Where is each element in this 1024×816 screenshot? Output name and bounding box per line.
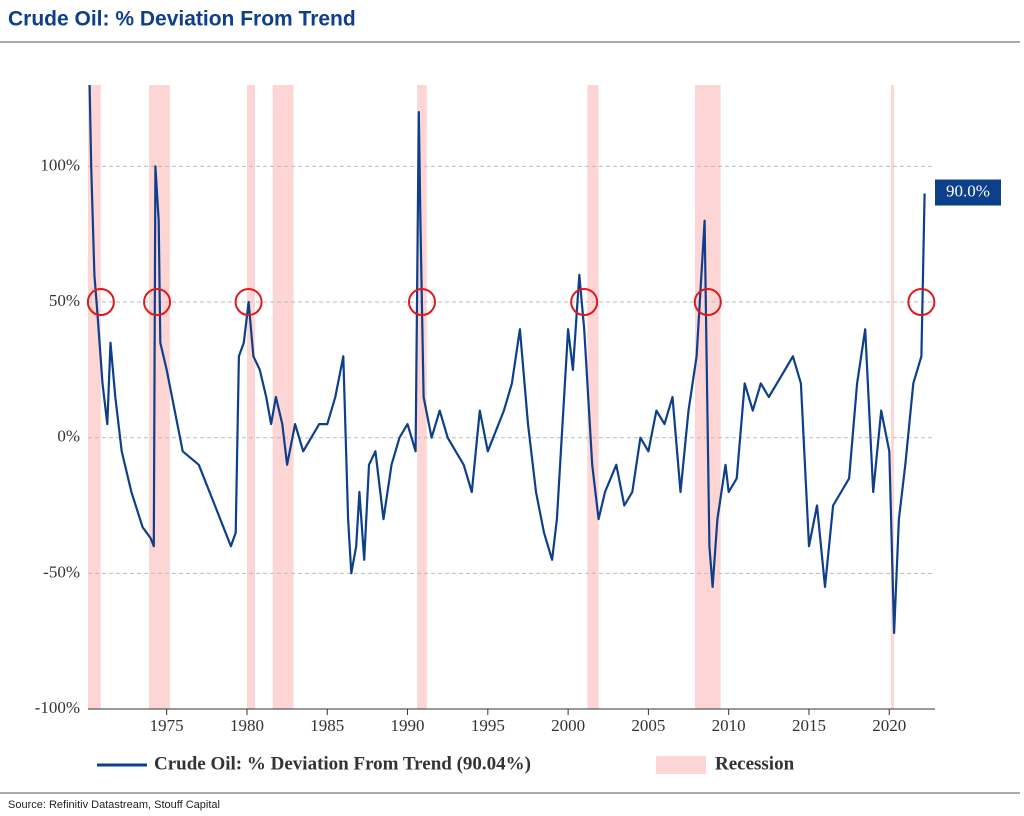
highlight-circle	[693, 288, 722, 317]
highlight-circle	[407, 288, 436, 317]
legend-label: Recession	[715, 753, 795, 774]
y-tick-label: 0%	[57, 427, 80, 446]
x-tick-label: 1975	[150, 716, 184, 735]
y-tick-label: -50%	[43, 562, 80, 581]
legend-label: Crude Oil: % Deviation From Trend (90.04…	[154, 753, 531, 774]
legend-swatch	[656, 756, 706, 774]
highlight-circle	[86, 288, 115, 317]
annotation: 90.0%	[946, 181, 990, 200]
x-tick-label: 1985	[310, 716, 344, 735]
source: Source: Refinitiv Datastream, Stouff Cap…	[8, 799, 220, 811]
x-tick-label: 2015	[792, 716, 826, 735]
highlight-circle	[234, 288, 263, 317]
chart-title: Crude Oil: % Deviation From Trend	[8, 8, 356, 31]
recession-band	[587, 85, 599, 709]
recession-band	[88, 85, 101, 709]
x-tick-label: 1995	[471, 716, 505, 735]
x-tick-label: 1990	[391, 716, 425, 735]
y-tick-label: 50%	[49, 291, 80, 310]
recession-band	[149, 85, 170, 709]
highlight-circle	[570, 288, 599, 317]
recession-band	[272, 85, 294, 709]
x-tick-label: 2010	[712, 716, 746, 735]
series-line	[88, 84, 926, 635]
x-tick-label: 2000	[551, 716, 585, 735]
annotation-box	[935, 179, 1001, 206]
recession-band	[246, 85, 255, 709]
recession-band	[890, 85, 895, 709]
x-tick-label: 1980	[230, 716, 264, 735]
recession-band	[417, 85, 427, 709]
highlight-circle	[143, 288, 172, 317]
highlight-circle	[907, 288, 936, 317]
y-tick-label: -100%	[35, 698, 80, 717]
x-tick-label: 2005	[631, 716, 665, 735]
x-tick-label: 2020	[872, 716, 906, 735]
y-tick-label: 100%	[40, 155, 80, 174]
